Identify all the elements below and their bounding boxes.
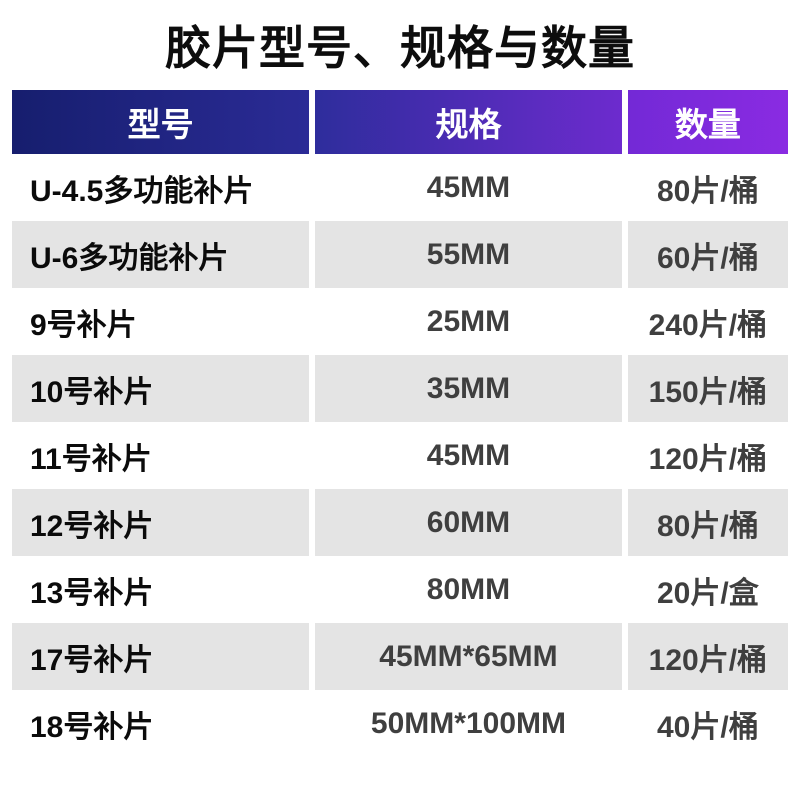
spec-cell: 45MM [315, 422, 622, 489]
model-cell: 9号补片 [12, 288, 310, 355]
quantity-cell: 60片/桶 [627, 221, 788, 288]
quantity-cell: 120片/桶 [627, 623, 788, 690]
spec-cell: 50MM*100MM [315, 690, 622, 757]
spec-cell: 35MM [315, 355, 622, 422]
table-row: 13号补片 80MM 20片/盒 [12, 556, 788, 623]
spec-cell: 45MM [315, 154, 622, 221]
model-cell: 13号补片 [12, 556, 310, 623]
quantity-cell: 20片/盒 [627, 556, 788, 623]
title-bar: 胶片型号、规格与数量 [0, 0, 800, 90]
header-cell-spec: 规格 [315, 90, 622, 154]
model-cell: 12号补片 [12, 489, 310, 556]
table-row: U-4.5多功能补片 45MM 80片/桶 [12, 154, 788, 221]
spec-cell: 55MM [315, 221, 622, 288]
quantity-cell: 40片/桶 [627, 690, 788, 757]
table-row: 17号补片 45MM*65MM 120片/桶 [12, 623, 788, 690]
spec-cell: 60MM [315, 489, 622, 556]
model-cell: U-6多功能补片 [12, 221, 310, 288]
table-row: 11号补片 45MM 120片/桶 [12, 422, 788, 489]
table-row: 12号补片 60MM 80片/桶 [12, 489, 788, 556]
table-row: 9号补片 25MM 240片/桶 [12, 288, 788, 355]
spec-cell: 80MM [315, 556, 622, 623]
table-row: 18号补片 50MM*100MM 40片/桶 [12, 690, 788, 757]
quantity-cell: 240片/桶 [627, 288, 788, 355]
quantity-cell: 80片/桶 [627, 489, 788, 556]
spec-cell: 25MM [315, 288, 622, 355]
spec-table: 型号 规格 数量 U-4.5多功能补片 45MM 80片/桶 U-6多功能补片 55MM… [12, 90, 788, 757]
table-header-row: 型号 规格 数量 [12, 90, 788, 154]
header-cell-quantity: 数量 [627, 90, 788, 154]
model-cell: 11号补片 [12, 422, 310, 489]
table-row: 10号补片 35MM 150片/桶 [12, 355, 788, 422]
model-cell: U-4.5多功能补片 [12, 154, 310, 221]
model-cell: 18号补片 [12, 690, 310, 757]
model-cell: 17号补片 [12, 623, 310, 690]
table-body: U-4.5多功能补片 45MM 80片/桶 U-6多功能补片 55MM 60片/桶 9号补片… [12, 154, 788, 757]
page-title: 胶片型号、规格与数量 [165, 22, 635, 74]
table-row: U-6多功能补片 55MM 60片/桶 [12, 221, 788, 288]
model-cell: 10号补片 [12, 355, 310, 422]
quantity-cell: 150片/桶 [627, 355, 788, 422]
spec-cell: 45MM*65MM [315, 623, 622, 690]
quantity-cell: 80片/桶 [627, 154, 788, 221]
quantity-cell: 120片/桶 [627, 422, 788, 489]
header-cell-model: 型号 [12, 90, 310, 154]
